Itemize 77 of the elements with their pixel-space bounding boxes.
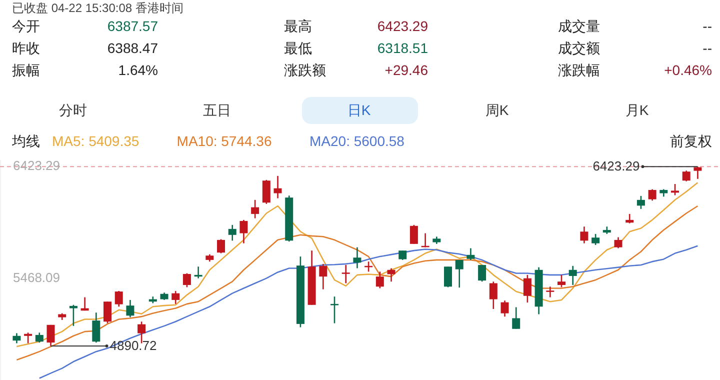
text: 周K <box>485 102 510 118</box>
candlestick <box>194 266 202 279</box>
candlestick <box>342 264 350 284</box>
candlestick <box>455 259 464 288</box>
text: MA20: 5600.58 <box>310 133 405 149</box>
candlestick <box>694 166 702 180</box>
text: 日K <box>347 102 372 118</box>
candlestick <box>35 332 44 344</box>
candlestick <box>251 199 260 219</box>
candlestick <box>217 238 225 254</box>
candlestick <box>580 226 588 244</box>
candlestick <box>410 224 418 245</box>
text: 前复权 <box>670 133 712 149</box>
text: 成交量 <box>558 18 600 34</box>
annotation: 6423.29 <box>592 158 640 174</box>
candlestick <box>114 290 123 308</box>
candlestick <box>24 332 32 344</box>
candlestick <box>682 170 690 182</box>
text: MA5: 5409.35 <box>52 133 140 149</box>
text: 昨收 <box>12 40 40 56</box>
text: 涨跌额 <box>284 62 326 78</box>
candlestick <box>12 332 21 344</box>
candlestick <box>228 224 236 242</box>
candlestick <box>512 306 520 330</box>
text: -- <box>702 18 712 34</box>
candlestick <box>262 179 270 205</box>
text: 月K <box>625 102 650 118</box>
candlestick <box>671 183 679 196</box>
text: +0.46% <box>664 62 712 78</box>
text: 6423.29 <box>377 18 428 34</box>
candlestick <box>523 274 532 304</box>
candlestick <box>240 219 248 244</box>
legend-title: 均线 <box>11 133 40 149</box>
text: MA10: 5744.36 <box>176 133 272 149</box>
candlestick <box>319 263 328 290</box>
candlestick <box>92 312 100 344</box>
candlestick <box>592 233 600 246</box>
text: 分时 <box>59 102 87 118</box>
text: 成交额 <box>558 40 600 56</box>
text: 今开 <box>12 18 40 34</box>
candlestick <box>172 290 180 305</box>
candlestick <box>274 175 282 199</box>
text: 6387.57 <box>107 18 158 34</box>
candlestick <box>558 274 566 288</box>
candlestick <box>489 280 498 310</box>
candlestick <box>126 299 134 318</box>
text: +29.46 <box>384 62 428 78</box>
text: 6388.47 <box>107 40 158 56</box>
text: 五日 <box>203 102 231 118</box>
candlestick <box>636 195 645 210</box>
candlestick <box>104 300 112 324</box>
candlestick <box>444 266 452 288</box>
chart-title: 已收盘 04-22 15:30:08 香港时间 <box>12 1 184 15</box>
candlestick <box>500 300 509 318</box>
text: 1.64% <box>118 62 158 78</box>
candlestick <box>376 270 384 289</box>
text: -- <box>702 40 712 56</box>
candlestick <box>648 188 656 202</box>
candlestick <box>466 248 475 261</box>
candlestick <box>387 268 396 282</box>
text: 最低 <box>284 40 312 56</box>
text: 最高 <box>284 18 312 34</box>
y-tick-label: 5468.09 <box>13 270 60 285</box>
candlestick <box>546 286 554 298</box>
candlestick <box>626 213 634 224</box>
candlestick <box>69 304 78 327</box>
candlestick <box>398 250 407 261</box>
candlestick <box>353 246 362 269</box>
text: 涨跌幅 <box>558 62 600 78</box>
text: 振幅 <box>12 62 40 78</box>
annotation: 4890.72 <box>110 338 157 353</box>
candlestick <box>182 272 191 288</box>
candlestick <box>614 236 622 249</box>
candlestick <box>568 265 577 286</box>
candlestick <box>46 324 55 347</box>
text: 6318.51 <box>377 40 428 56</box>
candlestick <box>478 264 486 282</box>
